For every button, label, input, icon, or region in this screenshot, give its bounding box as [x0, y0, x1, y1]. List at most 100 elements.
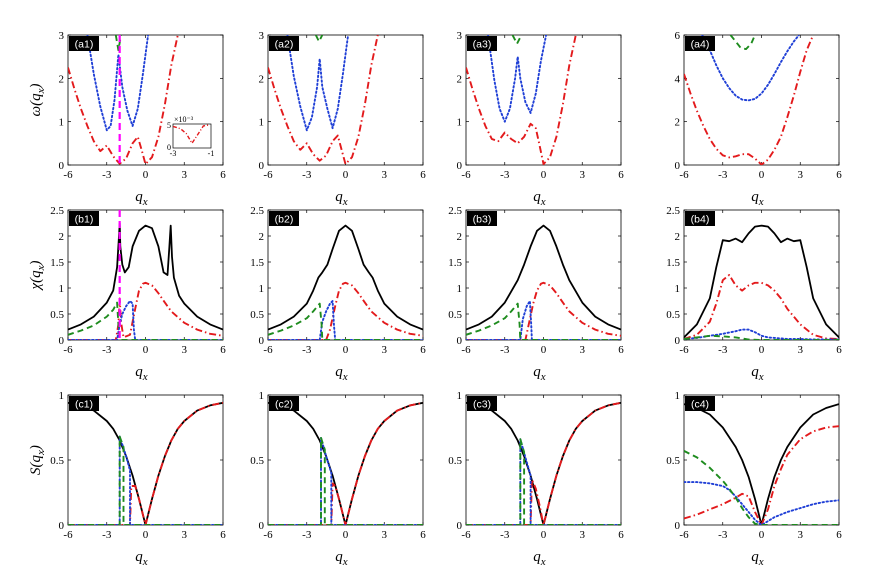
series-line-green — [466, 302, 621, 340]
y-tick-label: 0.5 — [50, 455, 64, 467]
series-line-black — [268, 401, 423, 525]
x-axis-label: qx — [751, 189, 764, 208]
y-tick-label: 1 — [675, 283, 681, 295]
series-line-blue — [268, 436, 423, 525]
panel-label-box — [467, 211, 497, 226]
series-group — [466, 401, 621, 525]
series-line-blue — [68, 300, 223, 340]
series-line-green — [68, 435, 223, 525]
panel-a3: -6 -3 0 3 6 0 1 2 3 (a3) qx — [457, 30, 625, 208]
series-line-black — [68, 401, 223, 525]
series-line-blue — [701, 35, 800, 102]
panel-label-text: (c3) — [473, 399, 491, 411]
x-tick-label: 0 — [343, 169, 349, 181]
y-axis-label-close: ) — [28, 445, 44, 451]
panel-label-text: (b3) — [473, 214, 492, 226]
series-line-red — [68, 401, 223, 525]
x-tick-label: 0 — [759, 529, 765, 541]
series-line-red — [466, 281, 621, 340]
series-line-black — [268, 224, 423, 331]
x-tick-label: -6 — [263, 344, 273, 356]
series-line-red — [684, 35, 815, 165]
x-tick-label: 3 — [580, 169, 586, 181]
y-tick-label: 2 — [259, 73, 265, 85]
x-tick-label: 0 — [759, 169, 765, 181]
series-line-red — [466, 35, 577, 165]
series-line-blue — [466, 300, 621, 340]
series-line-black — [684, 403, 839, 525]
x-tick-label: 3 — [382, 344, 388, 356]
x-tick-label: 6 — [220, 529, 226, 541]
series-line-green — [314, 35, 324, 43]
panel-label-box — [269, 36, 299, 51]
series-line-green — [68, 301, 223, 340]
panel-c4: -6 -3 0 3 6 0 0.5 1 (c4) qx — [666, 390, 842, 568]
x-axis-label-sub: x — [342, 371, 348, 383]
y-axis-label-main: ω(q — [28, 93, 44, 117]
series-line-blue — [86, 35, 150, 132]
axes-frame — [465, 394, 622, 526]
axes-frame — [67, 394, 224, 526]
x-tick-label: -3 — [500, 344, 510, 356]
x-axis-label: qx — [751, 549, 764, 568]
panel-label-text: (c4) — [691, 399, 709, 411]
x-tick-label: 0 — [343, 529, 349, 541]
x-axis-label-sub: x — [758, 556, 764, 568]
series-line-blue — [487, 35, 548, 123]
x-tick-label: 6 — [220, 169, 226, 181]
panel-label-box — [269, 396, 299, 411]
y-axis-label-sub: x — [35, 88, 47, 94]
series-group — [68, 210, 223, 340]
y-tick-label: 1 — [675, 390, 681, 402]
series-line-red — [684, 274, 839, 340]
y-tick-label: 4 — [675, 73, 681, 85]
x-axis-label: qx — [335, 189, 348, 208]
y-axis-label-close: ) — [28, 261, 44, 267]
panel-label-text: (b4) — [691, 214, 710, 226]
x-tick-label: -6 — [679, 529, 689, 541]
y-tick-label: 2 — [259, 231, 265, 243]
inset-exponent: ×10⁻³ — [174, 115, 194, 124]
y-tick-label: 1 — [259, 390, 265, 402]
y-tick-label: 0 — [259, 160, 265, 172]
y-tick-label: 2 — [675, 231, 681, 243]
x-tick-label: 3 — [182, 169, 188, 181]
panel-label: (c3) — [467, 396, 497, 411]
x-tick-label: -3 — [302, 344, 312, 356]
panel-label: (a3) — [467, 36, 497, 51]
panel-label-box — [69, 211, 99, 226]
series-line-black — [68, 222, 223, 331]
series-line-black — [466, 401, 621, 525]
axes-frame — [683, 209, 840, 341]
x-tick-label: -3 — [102, 169, 112, 181]
y-tick-label: 2.5 — [666, 205, 680, 217]
series-line-black — [466, 224, 621, 331]
series-group — [68, 401, 223, 525]
panel-b1: -6 -3 0 3 6 0 0.5 1 1.5 2 2.5 (b1) qx — [50, 205, 226, 383]
inset-y-tick-zero: 0 — [167, 143, 171, 152]
panel-label: (a2) — [269, 36, 299, 51]
series-line-red — [268, 35, 379, 165]
y-tick-label: 2 — [457, 231, 463, 243]
inset-x-tick-max: -1 — [208, 149, 215, 158]
series-line-green — [684, 334, 839, 340]
panel-label: (c4) — [685, 396, 715, 411]
x-axis-label-sub: x — [540, 196, 546, 208]
y-tick-label: 1.5 — [250, 257, 264, 269]
x-axis-label: qx — [533, 549, 546, 568]
series-line-red — [268, 401, 423, 525]
x-axis-label-sub: x — [342, 196, 348, 208]
x-axis-label: qx — [335, 549, 348, 568]
y-axis-label-close: ) — [28, 84, 44, 90]
x-tick-label: -6 — [461, 529, 471, 541]
y-tick-label: 3 — [59, 30, 65, 42]
series-line-blue — [68, 435, 223, 525]
x-tick-label: 6 — [420, 344, 426, 356]
x-tick-label: -3 — [718, 169, 728, 181]
y-tick-label: 0 — [457, 160, 463, 172]
x-tick-label: -3 — [718, 344, 728, 356]
x-tick-label: 0 — [541, 344, 547, 356]
x-axis-label: qx — [335, 364, 348, 383]
y-tick-label: 1 — [259, 117, 265, 129]
